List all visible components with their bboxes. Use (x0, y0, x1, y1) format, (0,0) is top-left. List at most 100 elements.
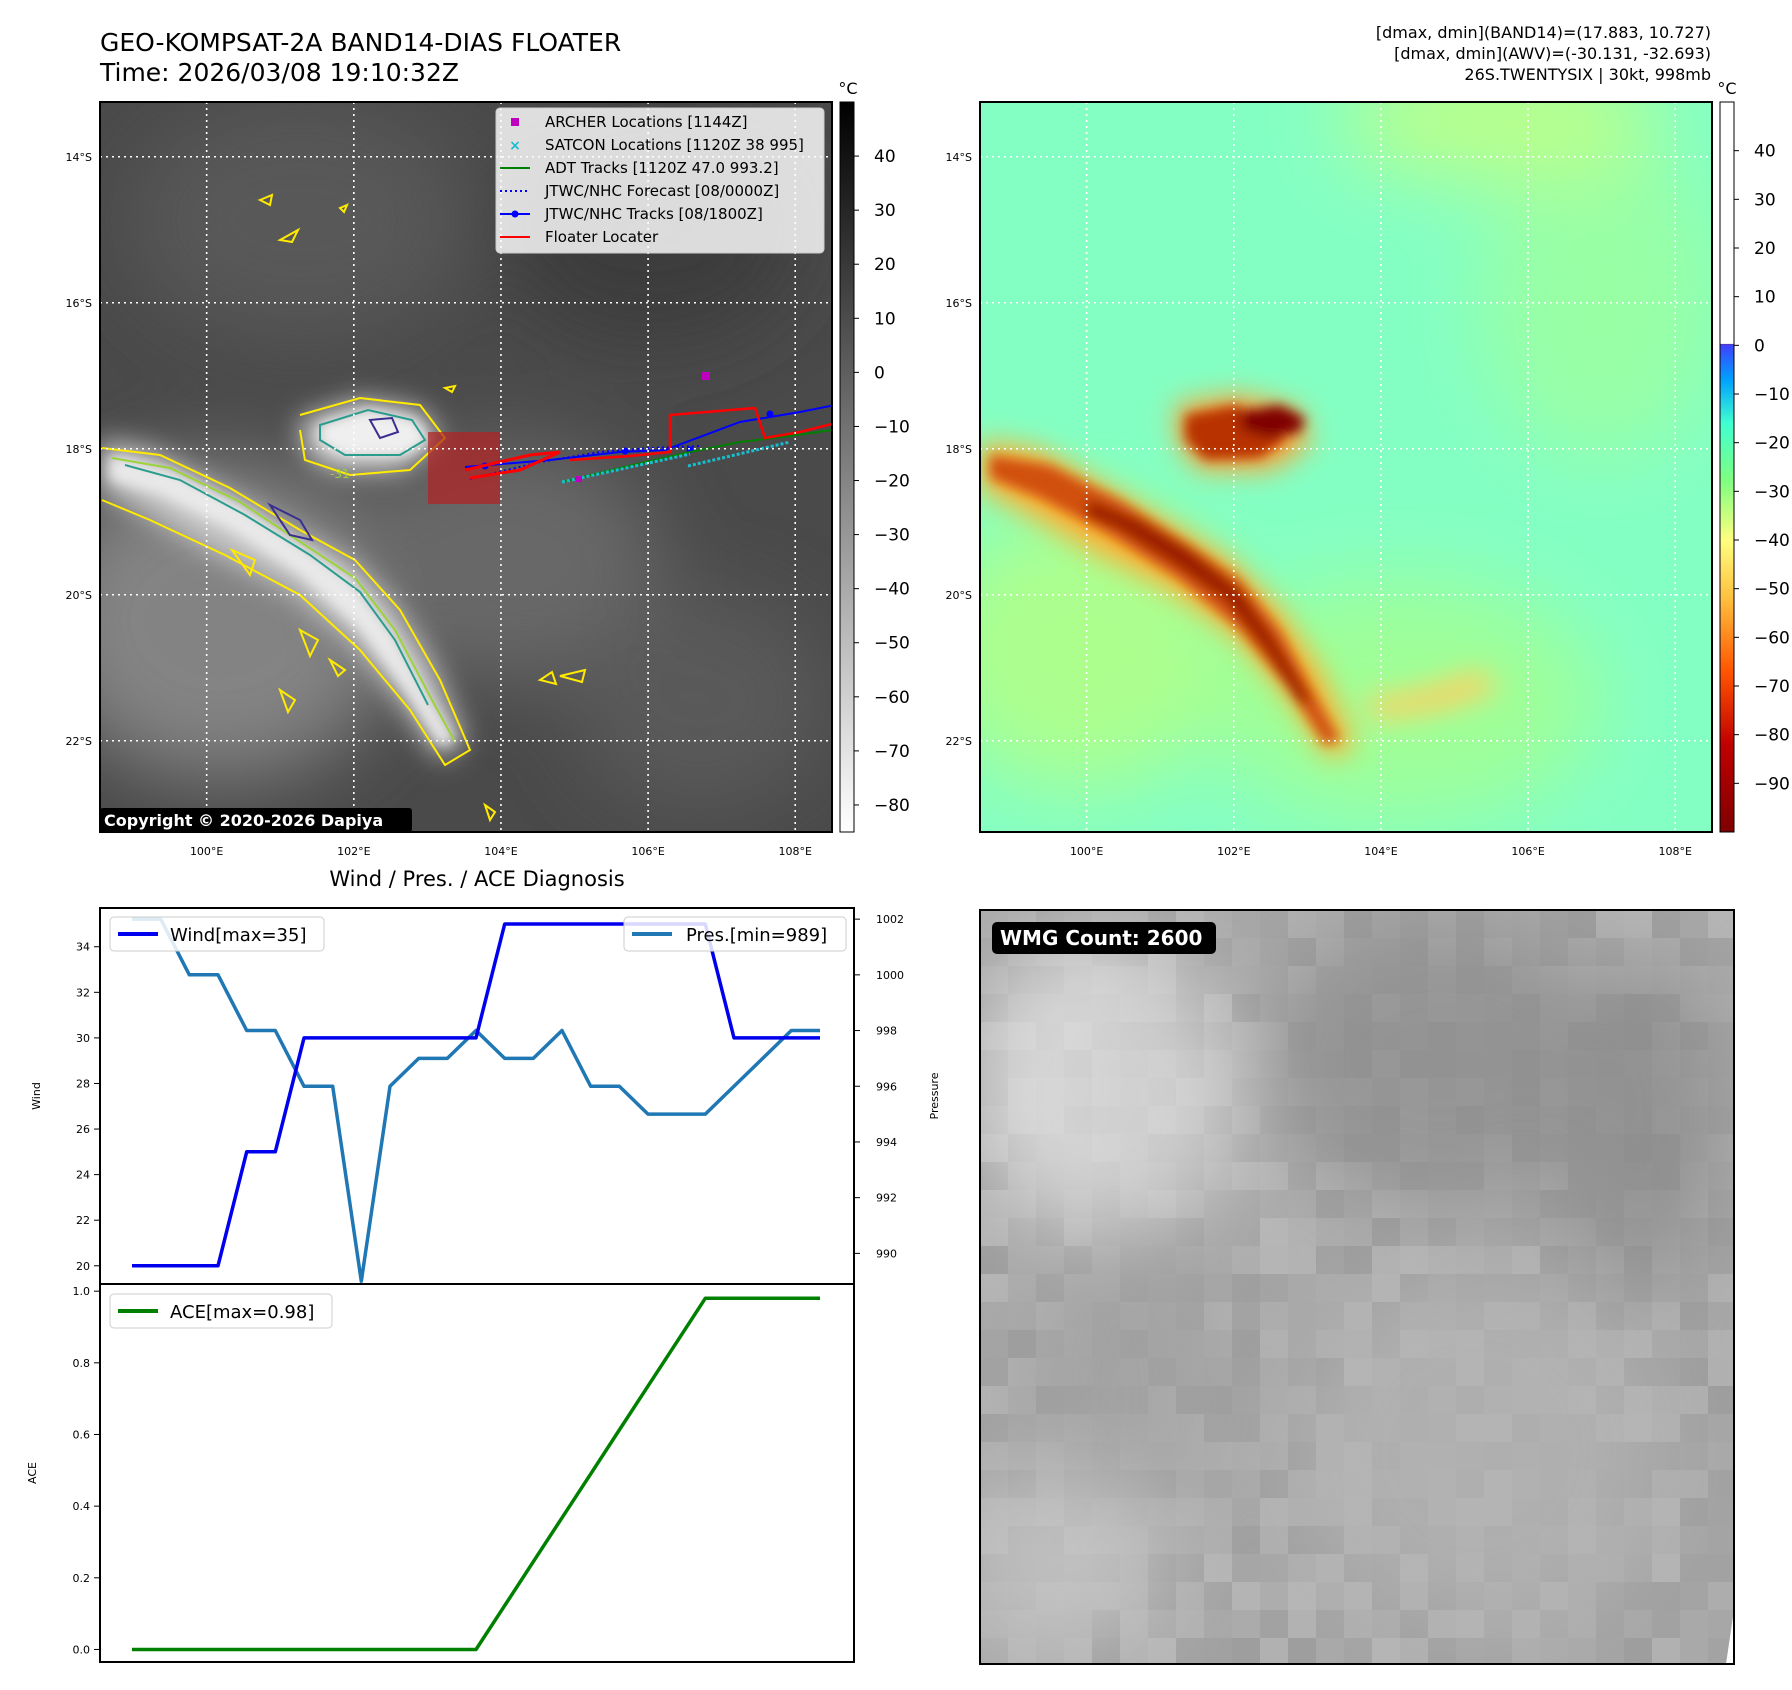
pres-legend[interactable]: Pres.[min=989] (623, 916, 847, 952)
ir-legend-item[interactable]: × SATCON Locations [1120Z 38 995] (509, 136, 804, 154)
wind-legend[interactable]: Wind[max=35] (109, 916, 325, 952)
info-storm-summary: 26S.TWENTYSIX | 30kt, 998mb (1464, 65, 1711, 84)
pres-y-ticks: 990 992 994 996 998 1000 1002 (854, 913, 904, 1260)
ir-legend-label: JTWC/NHC Forecast [08/0000Z] (544, 182, 779, 200)
awv-colorbar-tick-label: 0 (1754, 336, 1765, 356)
ir-colorbar-tick-label: −80 (874, 796, 910, 816)
ace-legend-box (109, 1293, 333, 1329)
ir-lon-tick-label: 108°E (778, 845, 811, 858)
ace-axes (99, 1283, 855, 1663)
wmg-frame (979, 909, 1735, 1665)
figure-timestamp: Time: 2026/03/08 19:10:32Z (99, 58, 459, 87)
adt-track-line (561, 429, 832, 483)
awv-colorbar-tick-label: −50 (1754, 580, 1790, 600)
info-awv-range: [dmax, dmin](AWV)=(-30.131, -32.693) (1394, 44, 1711, 63)
ace-series (132, 1296, 820, 1652)
floater-box (428, 432, 500, 504)
ir-lat-tick-label: 14°S (66, 151, 92, 164)
ace-line (132, 1296, 820, 1652)
ir-legend-item[interactable]: ARCHER Locations [1144Z] (511, 113, 748, 131)
awv-colorbar-tick-label: −80 (1754, 726, 1790, 746)
wind-y-ticks: 20 22 24 26 28 30 32 34 (76, 941, 100, 1273)
wmg-panel: WMG Count: 2600 (979, 909, 1735, 1665)
awv-lat-ticks: 14°S 16°S 18°S 20°S 22°S (946, 151, 972, 748)
awv-lon-tick-label: 100°E (1070, 845, 1103, 858)
pres-legend-box (623, 916, 847, 952)
jtwc-track-point (766, 410, 774, 418)
ir-legend-label: Floater Locater (545, 228, 659, 246)
awv-lon-tick-label: 108°E (1658, 845, 1691, 858)
pres-y-tick-label: 992 (876, 1192, 897, 1205)
awv-lon-tick-label: 102°E (1217, 845, 1250, 858)
awv-colorbar-tick-label: 40 (1754, 142, 1776, 162)
ir-lon-tick-label: 104°E (484, 845, 517, 858)
wind-y-tick-label: 30 (76, 1032, 90, 1045)
ir-legend-item[interactable]: ADT Tracks [1120Z 47.0 993.2] (500, 159, 779, 177)
awv-colorbar-tick-label: −20 (1754, 434, 1790, 454)
ir-legend-label: SATCON Locations [1120Z 38 995] (545, 136, 804, 154)
ir-legend-label: ARCHER Locations [1144Z] (545, 113, 748, 131)
awv-lon-ticks: 100°E 102°E 104°E 106°E 108°E (1070, 845, 1692, 858)
ir-legend-item[interactable]: Floater Locater (500, 228, 659, 246)
ir-legend-box (495, 107, 825, 254)
ir-legend-item[interactable]: JTWC/NHC Tracks [08/1800Z] (500, 205, 763, 223)
ace-y-tick-label: 0.2 (73, 1572, 91, 1585)
awv-colorbar-tick-label: −70 (1754, 677, 1790, 697)
ir-colorbar-unit: °C (838, 79, 857, 98)
ir-colorbar-tick-label: 0 (874, 363, 885, 383)
awv-map-frame (979, 101, 1713, 833)
copyright-badge (100, 808, 412, 832)
ir-lat-tick-label: 18°S (66, 443, 92, 456)
pres-y-tick-label: 1000 (876, 969, 904, 982)
jtwc-track-line (464, 404, 832, 468)
archer-location (576, 476, 582, 482)
pres-y-tick-label: 994 (876, 1136, 897, 1149)
pres-legend-label: Pres.[min=989] (686, 925, 827, 946)
ir-legend-item[interactable]: JTWC/NHC Forecast [08/0000Z] (500, 182, 779, 200)
pres-y-label: Pressure (928, 1072, 941, 1119)
ir-contours (101, 193, 587, 823)
figure-title: GEO-KOMPSAT-2A BAND14-DIAS FLOATER (100, 28, 621, 57)
ir-contour-label: -31 (330, 467, 350, 481)
wind-legend-label: Wind[max=35] (170, 925, 307, 946)
copyright-text: Copyright © 2020-2026 Dapiya (104, 811, 383, 830)
satcon-legend-marker: × (509, 138, 521, 154)
awv-colorbar-tick-label: −10 (1754, 385, 1790, 405)
awv-imagery (980, 102, 1712, 832)
diagnosis-panel: Wind / Pres. / ACE Diagnosis 20 22 24 26 28 3… (26, 867, 941, 1663)
wind-y-tick-label: 22 (76, 1214, 90, 1227)
ir-map-frame (99, 101, 833, 833)
ace-legend[interactable]: ACE[max=0.98] (109, 1293, 333, 1329)
ir-colorbar-tick-label: −70 (874, 742, 910, 762)
ir-colorbar-tick-label: 30 (874, 201, 896, 221)
ir-legend-label: JTWC/NHC Tracks [08/1800Z] (544, 205, 763, 223)
ir-lat-tick-label: 20°S (66, 589, 92, 602)
ir-tracks (464, 372, 832, 484)
ace-y-tick-label: 1.0 (73, 1285, 91, 1298)
awv-lat-tick-label: 16°S (946, 297, 972, 310)
awv-lat-tick-label: 20°S (946, 589, 972, 602)
ace-legend-label: ACE[max=0.98] (170, 1302, 314, 1323)
floater-locater-line-a (464, 450, 561, 480)
awv-lon-tick-label: 106°E (1511, 845, 1544, 858)
ir-legend[interactable]: ARCHER Locations [1144Z] × SATCON Location… (495, 107, 825, 254)
awv-colorbar-tick-label: 10 (1754, 288, 1776, 308)
wind-y-label: Wind (30, 1082, 43, 1110)
wind-y-tick-label: 24 (76, 1169, 90, 1182)
pres-y-tick-label: 998 (876, 1025, 897, 1038)
ir-colorbar (839, 101, 855, 833)
awv-colorbar-unit: °C (1717, 79, 1736, 98)
wind-legend-box (109, 916, 325, 952)
ir-colorbar-tick-label: −50 (874, 634, 910, 654)
ace-y-tick-label: 0.0 (73, 1643, 91, 1656)
ir-map-panel: -31 14°S 16°S 18°S 20°S 22°S (66, 79, 910, 858)
ir-colorbar-tick-label: 10 (874, 309, 896, 329)
diagnosis-title: Wind / Pres. / ACE Diagnosis (329, 867, 624, 891)
ir-lon-tick-label: 100°E (190, 845, 223, 858)
info-band14-range: [dmax, dmin](BAND14)=(17.883, 10.727) (1376, 23, 1711, 42)
awv-colorbar-tick-label: −90 (1754, 774, 1790, 794)
ir-lat-tick-label: 16°S (66, 297, 92, 310)
ir-colorbar-tick-label: −20 (874, 472, 910, 492)
ace-y-tick-label: 0.8 (73, 1357, 91, 1370)
